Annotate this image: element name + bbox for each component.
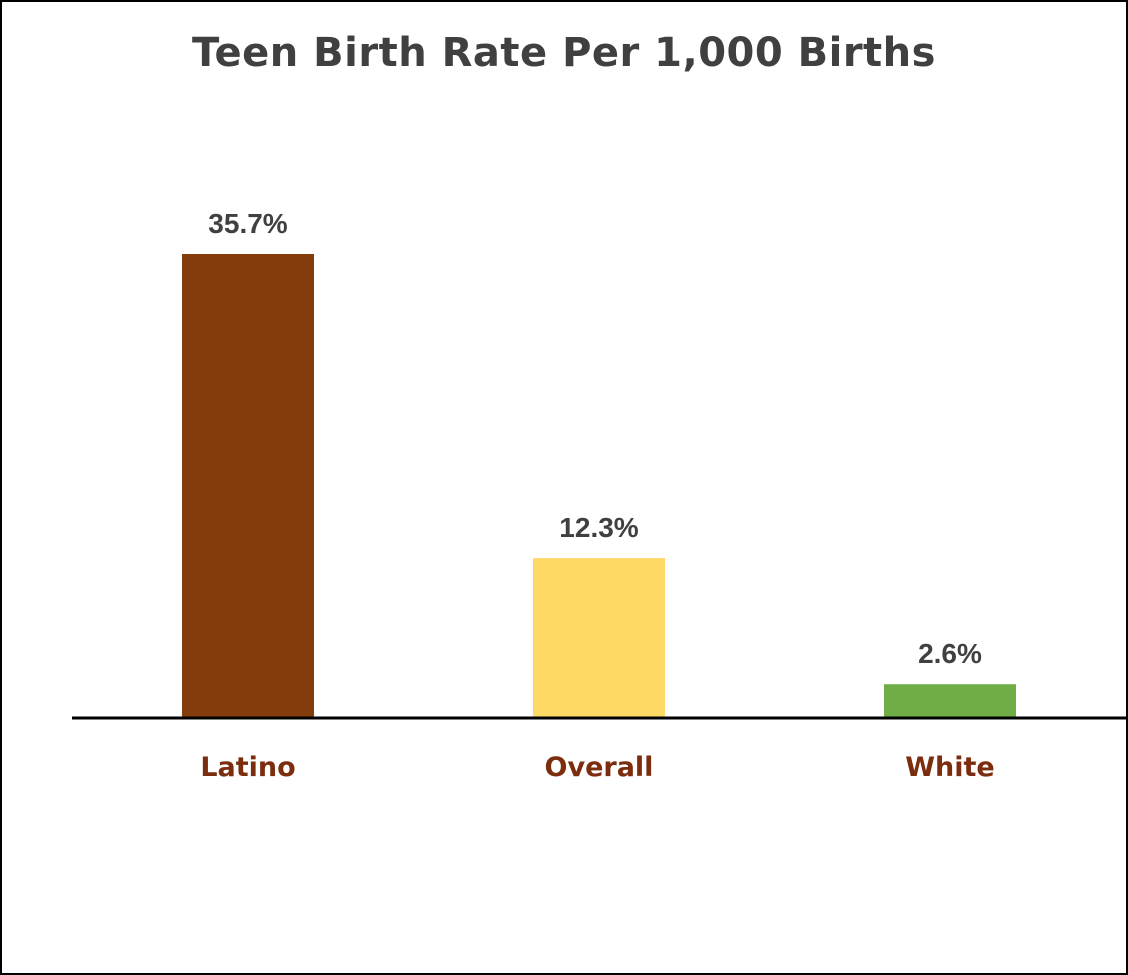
category-label-white: White bbox=[905, 752, 994, 783]
chart-title: Teen Birth Rate Per 1,000 Births bbox=[192, 30, 936, 76]
bars-layer bbox=[182, 254, 1016, 718]
bar-latino bbox=[182, 254, 314, 718]
category-labels: Latino Overall White bbox=[200, 752, 994, 783]
data-label-overall: 12.3% bbox=[559, 512, 638, 543]
labels-layer: 35.7% 12.3% 2.6% bbox=[208, 208, 982, 669]
data-label-white: 2.6% bbox=[918, 638, 982, 669]
category-label-latino: Latino bbox=[200, 752, 295, 783]
data-label-latino: 35.7% bbox=[208, 208, 287, 239]
bar-overall bbox=[533, 558, 665, 718]
category-label-overall: Overall bbox=[545, 752, 654, 783]
bar-white bbox=[884, 684, 1016, 718]
